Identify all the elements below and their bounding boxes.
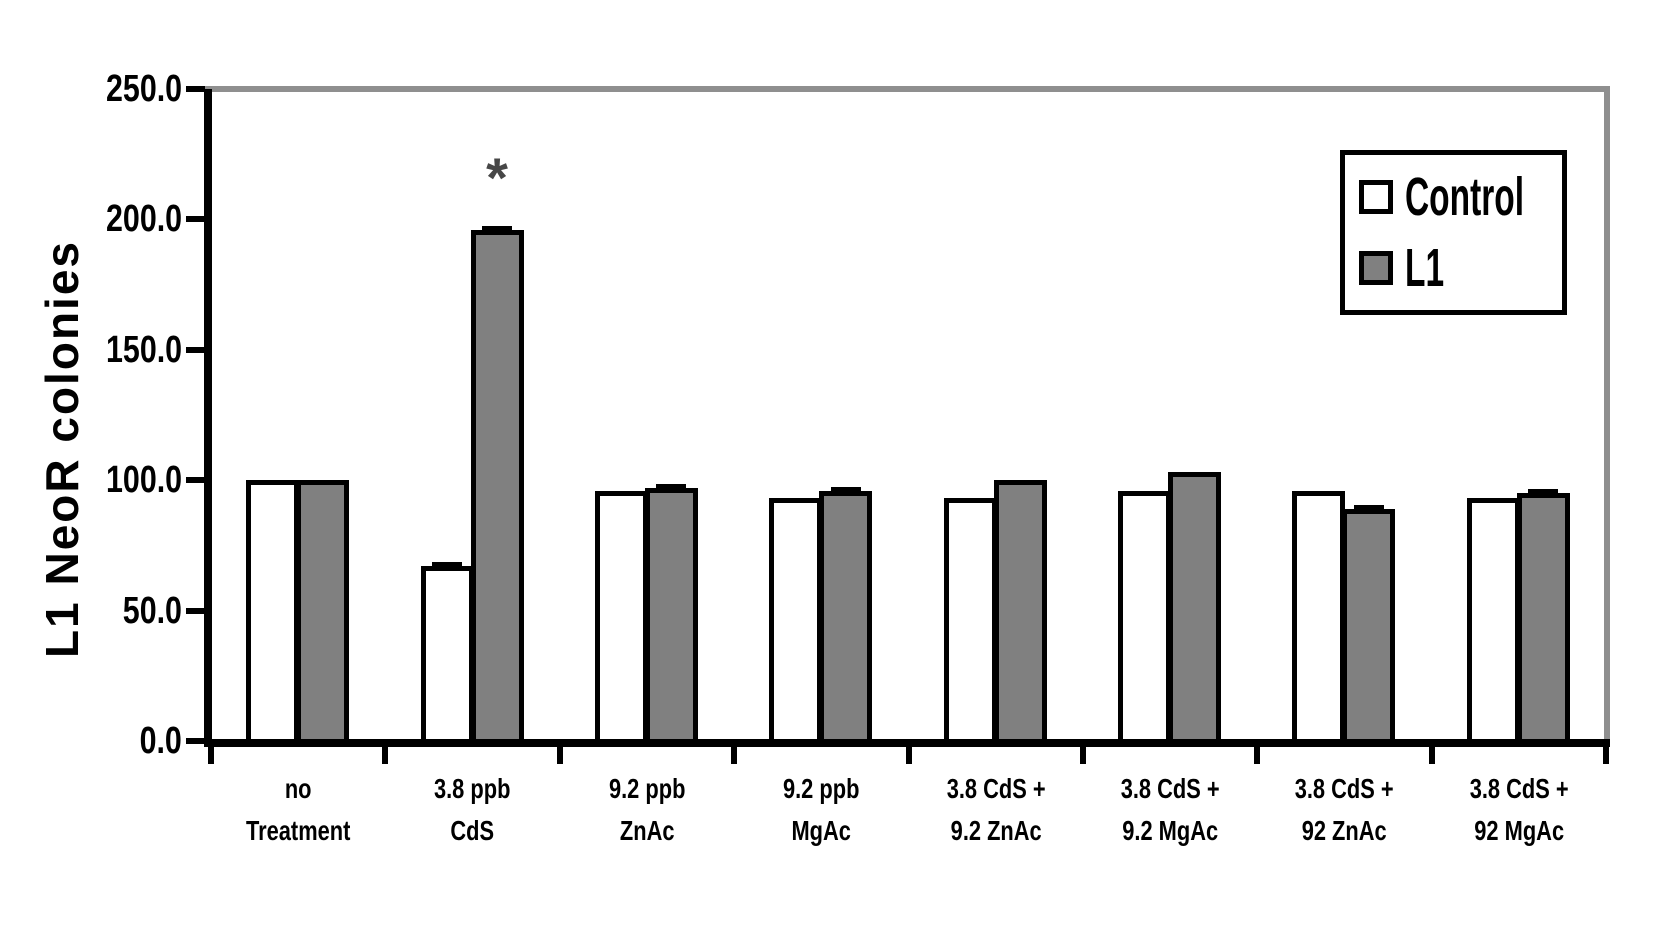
x-axis-tick: [731, 747, 738, 764]
bar-l1-5: [1168, 472, 1222, 745]
bar-l1-2: [644, 488, 698, 745]
bar-l1-6: [1342, 508, 1396, 745]
y-axis-tick: [186, 738, 205, 744]
bar-control-1: [420, 566, 474, 745]
x-category-label: no Treatment: [245, 773, 351, 846]
legend-item-l1: L1: [1359, 241, 1562, 295]
x-axis-tick: [1254, 747, 1261, 764]
y-axis-tick: [186, 477, 205, 484]
x-category-label: 3.8 CdS +92 ZnAc: [1294, 773, 1394, 846]
plot-area-border-right: [1604, 86, 1610, 740]
bar-control-4: [943, 498, 997, 745]
x-axis-tick: [382, 747, 389, 764]
x-axis-tick: [1079, 747, 1086, 764]
x-category-label: 9.2 ppb ZnAc: [608, 773, 686, 846]
x-category-label: 9.2 ppb MgAc: [783, 773, 860, 846]
x-category-label: 3.8 CdS +9.2 ZnAc: [946, 773, 1046, 846]
bar-control-2: [594, 490, 648, 745]
legend: Control L1: [1340, 150, 1567, 315]
error-bar-cap: [656, 484, 687, 493]
bar-l1-4: [993, 480, 1047, 745]
legend-item-control: Control: [1359, 170, 1562, 224]
significance-asterisk: *: [486, 145, 508, 209]
x-category-label: 3.8 CdS +9.2 MgAc: [1120, 773, 1220, 846]
bar-l1-1: [470, 229, 524, 745]
y-axis-tick: [186, 346, 205, 353]
x-category-label: 3.8 CdS +92 MgAc: [1469, 773, 1569, 846]
bar-control-7: [1466, 498, 1520, 745]
legend-swatch-l1: [1359, 251, 1393, 286]
y-axis-tick: [186, 607, 205, 614]
y-axis-tick: [186, 216, 205, 223]
x-axis-tick: [1428, 747, 1435, 764]
error-bar-cap: [1353, 504, 1384, 513]
plot-area-border-top: [204, 86, 1610, 92]
error-bar-cap: [482, 225, 513, 234]
y-tick-label: 250.0: [105, 68, 182, 110]
x-category-label: 3.8 ppb CdS: [434, 773, 511, 846]
error-bar-cap: [830, 486, 861, 495]
bar-l1-3: [819, 490, 873, 745]
y-axis-tick: [186, 86, 205, 92]
bar-l1-7: [1516, 493, 1570, 745]
legend-label-control: Control: [1405, 166, 1525, 227]
x-axis-tick: [556, 747, 563, 764]
bar-control-3: [769, 498, 823, 745]
x-axis-tick: [208, 747, 214, 764]
error-bar-cap: [1528, 489, 1559, 498]
x-axis-line: [204, 739, 1610, 747]
bar-l1-0: [296, 480, 350, 745]
y-axis-line: [204, 89, 212, 747]
legend-label-l1: L1: [1405, 238, 1445, 299]
legend-swatch-control: [1359, 179, 1393, 214]
bar-control-5: [1118, 490, 1172, 745]
x-axis-tick: [905, 747, 912, 764]
error-bar-cap: [432, 562, 463, 571]
bar-control-0: [246, 480, 300, 745]
bar-control-6: [1292, 490, 1346, 745]
y-tick-label: 100.0: [105, 459, 182, 502]
y-tick-label: 0.0: [139, 720, 182, 762]
y-tick-label: 200.0: [105, 198, 182, 241]
y-tick-label: 50.0: [122, 589, 182, 632]
x-axis-tick: [1603, 747, 1609, 764]
y-tick-label: 150.0: [105, 328, 182, 371]
